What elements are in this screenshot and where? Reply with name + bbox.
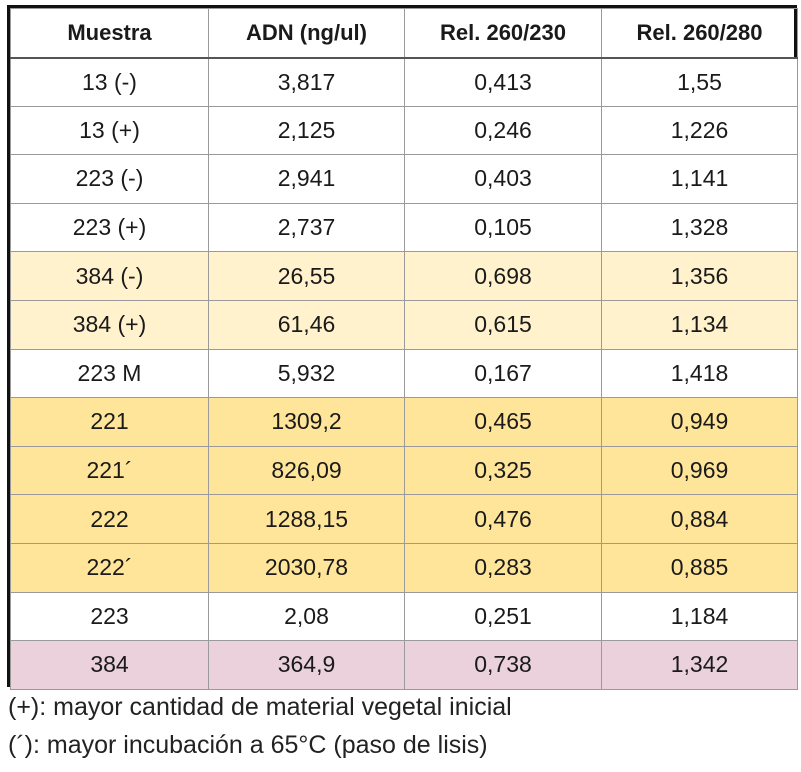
footnotes: (+): mayor cantidad de material vegetal … [8,688,512,764]
cell-adn: 2,737 [208,202,405,253]
cell-adn: 364,9 [208,640,405,690]
table-header-row: Muestra ADN (ng/ul) Rel. 260/230 Rel. 26… [10,8,798,59]
table-row: 384 364,9 0,738 1,342 [10,640,798,690]
cell-rel-260-230: 0,167 [404,348,602,399]
cell-rel-260-230: 0,403 [404,154,602,204]
cell-muestra: 13 (-) [10,57,209,107]
table-row: 13 (+) 2,125 0,246 1,226 [10,105,798,156]
table-row: 223 (+) 2,737 0,105 1,328 [10,202,798,253]
cell-muestra: 384 (-) [10,251,209,301]
cell-rel-260-280: 0,884 [601,494,798,544]
cell-rel-260-230: 0,105 [404,202,602,253]
table-row: 221 1309,2 0,465 0,949 [10,397,798,447]
cell-adn: 61,46 [208,299,405,350]
table-row: 223 2,08 0,251 1,184 [10,591,798,642]
cell-adn: 3,817 [208,57,405,107]
table-row: 222 1288,15 0,476 0,884 [10,494,798,544]
cell-adn: 5,932 [208,348,405,399]
cell-rel-260-230: 0,325 [404,445,602,496]
cell-rel-260-280: 1,328 [601,202,798,253]
cell-adn: 2,941 [208,154,405,204]
cell-rel-260-280: 1,55 [601,57,798,107]
dna-results-table: Muestra ADN (ng/ul) Rel. 260/230 Rel. 26… [10,8,798,690]
table-row: 384 (+) 61,46 0,615 1,134 [10,299,798,350]
cell-adn: 1288,15 [208,494,405,544]
cell-muestra: 384 (+) [10,299,209,350]
cell-muestra: 221´ [10,445,209,496]
results-table-container: Muestra ADN (ng/ul) Rel. 260/230 Rel. 26… [7,5,798,690]
cell-rel-260-280: 1,418 [601,348,798,399]
table-row: 221´ 826,09 0,325 0,969 [10,445,798,496]
table-body: 13 (-) 3,817 0,413 1,55 13 (+) 2,125 0,246 1,22… [10,57,798,690]
cell-rel-260-280: 0,885 [601,542,798,593]
cell-rel-260-280: 0,949 [601,397,798,447]
footnote-plus: (+): mayor cantidad de material vegetal … [8,693,512,721]
cell-rel-260-230: 0,615 [404,299,602,350]
header-muestra: Muestra [10,8,209,59]
table-row: 222´ 2030,78 0,283 0,885 [10,542,798,593]
table-row: 384 (-) 26,55 0,698 1,356 [10,251,798,301]
cell-adn: 1309,2 [208,397,405,447]
cell-rel-260-230: 0,698 [404,251,602,301]
cell-adn: 26,55 [208,251,405,301]
cell-muestra: 223 (+) [10,202,209,253]
cell-adn: 2030,78 [208,542,405,593]
header-rel-260-230: Rel. 260/230 [404,8,602,59]
cell-rel-260-280: 1,134 [601,299,798,350]
header-adn: ADN (ng/ul) [208,8,405,59]
cell-muestra: 223 [10,591,209,642]
cell-muestra: 223 M [10,348,209,399]
footnote-accent: (´): mayor incubación a 65°C (paso de li… [8,731,488,759]
cell-rel-260-280: 1,356 [601,251,798,301]
cell-rel-260-280: 0,969 [601,445,798,496]
cell-muestra: 223 (-) [10,154,209,204]
header-rel-260-280: Rel. 260/280 [601,8,798,59]
cell-muestra: 384 [10,640,209,690]
cell-rel-260-280: 1,226 [601,105,798,156]
cell-rel-260-230: 0,283 [404,542,602,593]
cell-muestra: 222´ [10,542,209,593]
cell-muestra: 222 [10,494,209,544]
table-row: 13 (-) 3,817 0,413 1,55 [10,57,798,107]
cell-adn: 826,09 [208,445,405,496]
cell-rel-260-280: 1,141 [601,154,798,204]
cell-rel-260-230: 0,465 [404,397,602,447]
cell-adn: 2,125 [208,105,405,156]
cell-rel-260-230: 0,251 [404,591,602,642]
cell-rel-260-230: 0,738 [404,640,602,690]
cell-muestra: 13 (+) [10,105,209,156]
cell-rel-260-280: 1,184 [601,591,798,642]
table-row: 223 M 5,932 0,167 1,418 [10,348,798,399]
cell-rel-260-230: 0,476 [404,494,602,544]
cell-rel-260-230: 0,246 [404,105,602,156]
cell-rel-260-280: 1,342 [601,640,798,690]
table-row: 223 (-) 2,941 0,403 1,141 [10,154,798,204]
cell-adn: 2,08 [208,591,405,642]
cell-muestra: 221 [10,397,209,447]
cell-rel-260-230: 0,413 [404,57,602,107]
